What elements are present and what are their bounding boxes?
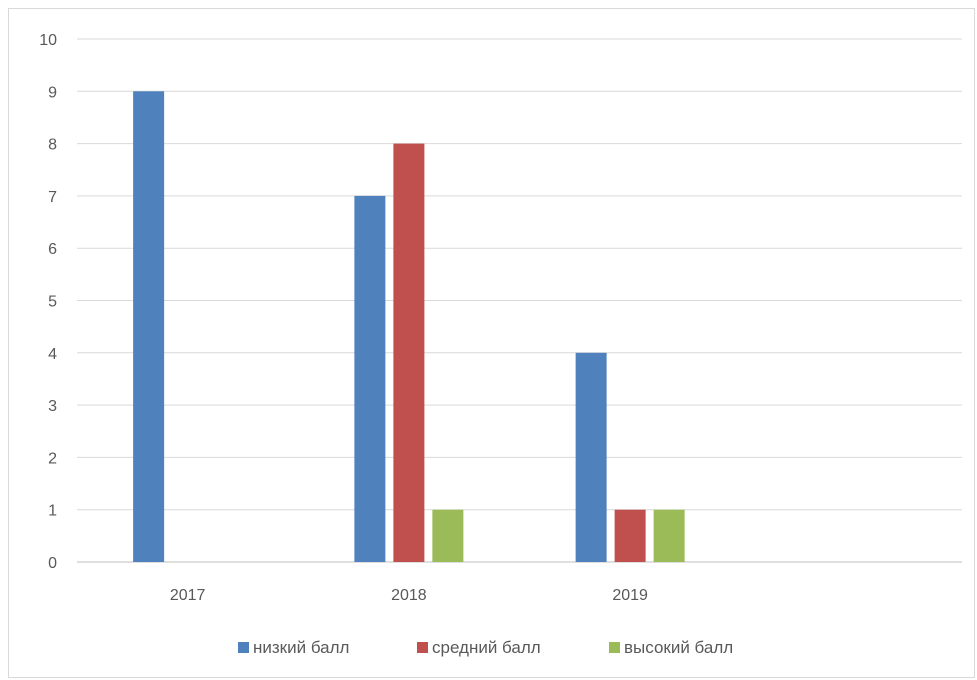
y-axis-ticks: 0 1 2 3 4 5 6 7 8 9 10	[39, 32, 57, 572]
bar	[393, 143, 425, 562]
legend-label: высокий балл	[624, 638, 733, 657]
x-tick-label: 2018	[391, 587, 427, 604]
legend: низкий балл средний балл высокий балл	[238, 638, 733, 657]
x-tick-label: 2019	[612, 587, 648, 604]
bar	[432, 509, 464, 562]
y-tick-label: 3	[48, 398, 57, 415]
bar	[575, 352, 607, 562]
y-tick-label: 6	[48, 241, 57, 258]
legend-swatch	[609, 642, 620, 653]
y-tick-label: 10	[39, 32, 57, 49]
bar	[133, 91, 165, 563]
y-tick-label: 9	[48, 84, 57, 101]
legend-label: средний балл	[432, 638, 541, 657]
y-tick-label: 2	[48, 450, 57, 467]
legend-swatch	[238, 642, 249, 653]
y-tick-label: 1	[48, 503, 57, 520]
chart-frame	[8, 8, 975, 678]
y-tick-label: 0	[48, 555, 57, 572]
bars	[133, 91, 685, 563]
legend-label: низкий балл	[253, 638, 349, 657]
bar	[614, 509, 646, 562]
x-tick-label: 2017	[170, 587, 206, 604]
y-tick-label: 5	[48, 294, 57, 311]
y-tick-label: 4	[48, 346, 57, 363]
bar	[354, 195, 386, 562]
y-tick-label: 8	[48, 137, 57, 154]
bar	[653, 509, 685, 562]
x-axis-ticks: 2017 2018 2019	[170, 587, 648, 604]
legend-swatch	[417, 642, 428, 653]
y-tick-label: 7	[48, 189, 57, 206]
gridlines	[77, 38, 962, 563]
